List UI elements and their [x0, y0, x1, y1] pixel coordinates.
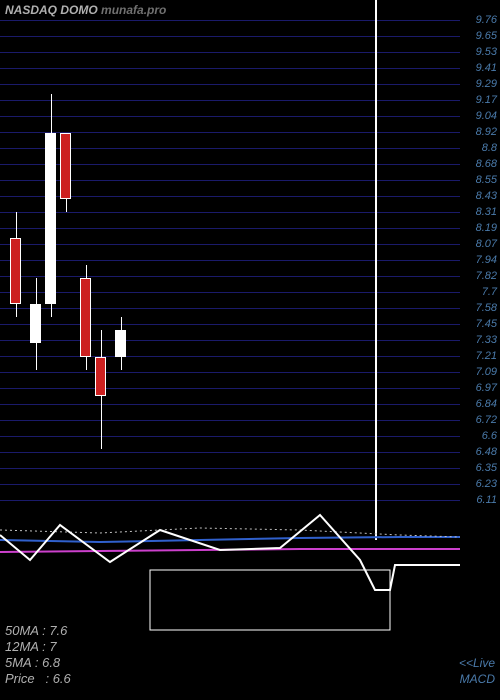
y-axis-label: 8.31 [476, 206, 497, 218]
indicator-box [150, 570, 390, 630]
gridline [0, 260, 460, 261]
y-axis-label: 7.21 [476, 350, 497, 362]
gridline [0, 388, 460, 389]
gridline [0, 276, 460, 277]
gridline [0, 484, 460, 485]
gridline [0, 340, 460, 341]
price-info: Price : 6.6 [5, 671, 71, 686]
ma12-info: 12MA : 7 [5, 639, 57, 654]
ma50-info: 50MA : 7.6 [5, 623, 67, 638]
y-axis-label: 7.94 [476, 254, 497, 266]
exchange-label: NASDAQ [5, 3, 57, 17]
y-axis-label: 6.72 [476, 414, 497, 426]
ticker-label: DOMO [60, 3, 97, 17]
y-axis-label: 9.76 [476, 14, 497, 26]
gridline [0, 212, 460, 213]
y-axis-label: 8.92 [476, 126, 497, 138]
candle-body [115, 330, 126, 356]
y-axis-label: 9.29 [476, 78, 497, 90]
y-axis-label: 7.45 [476, 318, 497, 330]
candle-body [95, 357, 106, 396]
y-axis-label: 6.97 [476, 382, 497, 394]
macd-label: MACD [460, 672, 495, 686]
gridline [0, 116, 460, 117]
gridline [0, 244, 460, 245]
y-axis-label: 8.19 [476, 222, 497, 234]
y-axis-label: 8.55 [476, 174, 497, 186]
gridline [0, 468, 460, 469]
gridline [0, 84, 460, 85]
indicator-line [0, 515, 460, 590]
y-axis-label: 6.23 [476, 478, 497, 490]
gridline [0, 404, 460, 405]
y-axis-label: 8.07 [476, 238, 497, 250]
y-axis-label: 9.41 [476, 62, 497, 74]
y-axis-label: 7.33 [476, 334, 497, 346]
gridline [0, 292, 460, 293]
gridline [0, 100, 460, 101]
y-axis-label: 7.82 [476, 270, 497, 282]
candle-body [10, 238, 21, 304]
ma5-info: 5MA : 6.8 [5, 655, 60, 670]
y-axis-label: 9.17 [476, 94, 497, 106]
indicator-panel [0, 500, 500, 700]
gridline [0, 356, 460, 357]
y-axis-labels: 9.769.659.539.419.299.179.048.928.88.688… [460, 20, 500, 500]
gridline [0, 52, 460, 53]
y-axis-label: 6.48 [476, 446, 497, 458]
price-chart-area [0, 20, 460, 500]
y-axis-label: 9.65 [476, 30, 497, 42]
chart-header: NASDAQ DOMO munafa.pro [5, 3, 166, 17]
gridline [0, 68, 460, 69]
chart-container: NASDAQ DOMO munafa.pro 9.76 9.65 9.53 9.41 9… [0, 0, 500, 700]
gridline [0, 436, 460, 437]
candle-body [30, 304, 41, 343]
candle-body [60, 133, 71, 199]
gridline [0, 324, 460, 325]
gridline [0, 420, 460, 421]
source-label: munafa.pro [101, 3, 166, 17]
y-axis-label: 6.35 [476, 462, 497, 474]
y-axis-label: 9.53 [476, 46, 497, 58]
cursor-line [375, 0, 377, 540]
y-axis-label: 7.58 [476, 302, 497, 314]
gridline [0, 308, 460, 309]
gridline [0, 36, 460, 37]
y-axis-label: 8.43 [476, 190, 497, 202]
y-axis-label: 6.6 [482, 430, 497, 442]
gridline [0, 20, 460, 21]
y-axis-label: 8.8 [482, 142, 497, 154]
y-axis-label: 8.68 [476, 158, 497, 170]
live-label: <<Live [459, 656, 495, 670]
y-axis-label: 9.04 [476, 110, 497, 122]
y-axis-label: 6.84 [476, 398, 497, 410]
y-axis-label: 7.09 [476, 366, 497, 378]
indicator-line [0, 537, 460, 542]
candle-body [45, 133, 56, 304]
gridline [0, 228, 460, 229]
gridline [0, 372, 460, 373]
gridline [0, 452, 460, 453]
y-axis-label: 7.7 [482, 286, 497, 298]
candle-body [80, 278, 91, 357]
